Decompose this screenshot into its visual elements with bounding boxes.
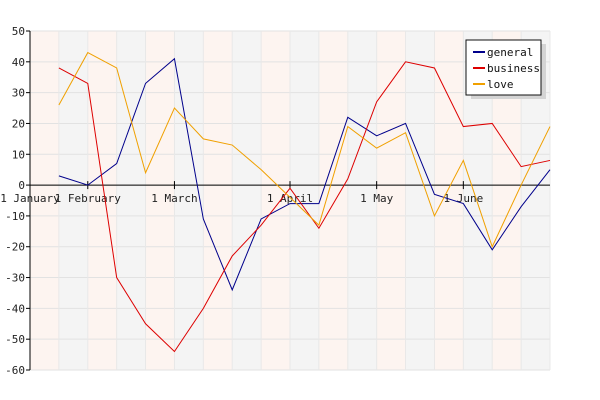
x-tick-label: 1 June	[443, 192, 483, 205]
x-tick-label: 1 January	[0, 192, 60, 205]
plot-band	[347, 31, 377, 370]
y-tick-label: 20	[12, 117, 25, 130]
y-tick-label: 0	[18, 179, 25, 192]
y-tick-label: 50	[12, 25, 25, 38]
y-tick-label: -10	[5, 210, 25, 223]
plot-band	[434, 31, 464, 370]
series-line-general	[58, 57, 551, 292]
legend-label-love: love	[487, 78, 514, 91]
plot-background-bands	[30, 31, 550, 370]
y-tick-label: -60	[5, 364, 25, 377]
plot-band	[405, 31, 435, 370]
plot-band	[318, 31, 348, 370]
x-tick-label: 1 May	[360, 192, 393, 205]
plot-band	[376, 31, 406, 370]
legend: general business love	[465, 39, 546, 99]
y-axis-ticks: 50 40 30 20 10 0 -10 -20 -30 -40 -50 -60	[5, 25, 30, 377]
x-tick-label: 1 February	[55, 192, 122, 205]
plot-band	[232, 31, 262, 370]
plot-band	[58, 31, 88, 370]
plot-band	[116, 31, 146, 370]
grid-lines	[29, 30, 551, 371]
x-tick-label: 1 April	[267, 192, 313, 205]
y-tick-label: -30	[5, 272, 25, 285]
legend-label-general: general	[487, 46, 533, 59]
y-tick-label: -20	[5, 241, 25, 254]
series-line-business	[58, 61, 551, 353]
plot-band	[261, 31, 290, 370]
legend-label-business: business	[487, 62, 540, 75]
x-tick-label: 1 March	[151, 192, 197, 205]
y-tick-label: 40	[12, 56, 25, 69]
y-tick-label: -50	[5, 333, 25, 346]
y-tick-label: 10	[12, 148, 25, 161]
plot-band	[145, 31, 175, 370]
y-tick-label: 30	[12, 87, 25, 100]
y-tick-label: -40	[5, 302, 25, 315]
plot-band	[87, 31, 117, 370]
plot-band	[290, 31, 319, 370]
series-lines	[58, 51, 551, 353]
plot-band	[203, 31, 233, 370]
series-line-love	[58, 51, 551, 249]
plot-band	[30, 31, 59, 370]
